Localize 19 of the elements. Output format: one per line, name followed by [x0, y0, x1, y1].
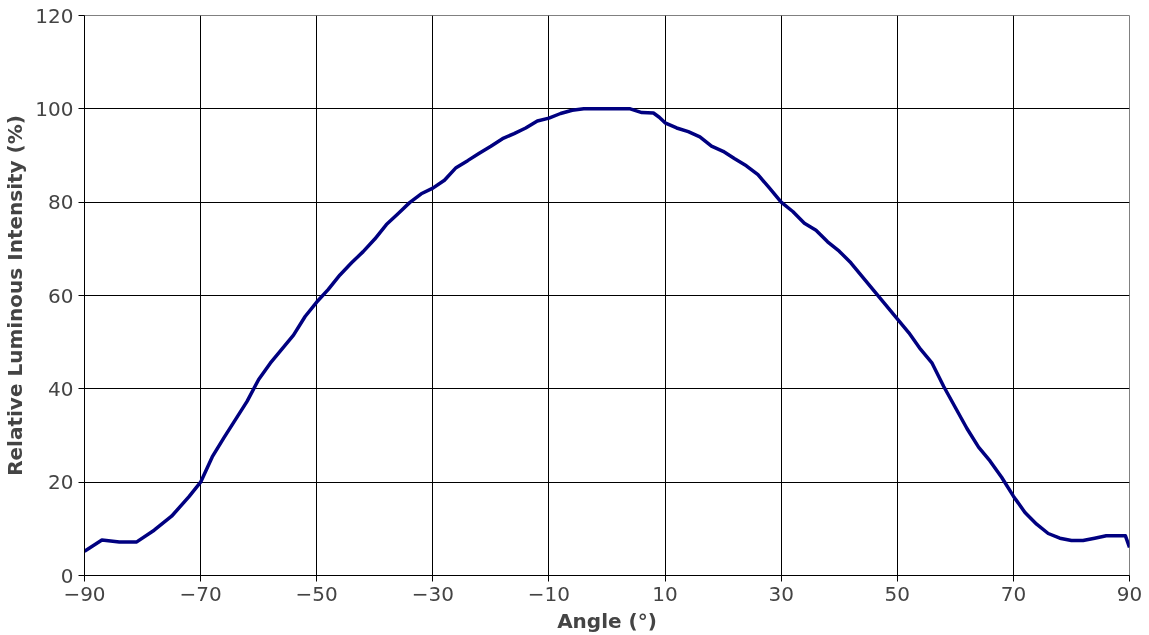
y-tick-label: 60 — [48, 283, 74, 308]
x-tick-label: −30 — [411, 581, 454, 606]
y-tick-label: 0 — [60, 563, 74, 588]
x-tick-label: 50 — [884, 581, 911, 606]
y-tick-label: 20 — [48, 470, 74, 495]
x-tick-label: 30 — [768, 581, 794, 606]
x-tick-label: −70 — [179, 581, 222, 606]
x-tick-label: 70 — [1000, 581, 1027, 606]
x-tick-label: 10 — [652, 581, 678, 606]
x-tick-label: −10 — [527, 581, 571, 606]
x-tick-label: 90 — [1116, 581, 1143, 606]
y-tick-label: 40 — [48, 376, 74, 401]
y-tick-label: 80 — [48, 190, 74, 215]
y-tick-label: 120 — [35, 3, 74, 28]
y-tick-label: 100 — [35, 96, 74, 121]
line-series — [84, 107, 1130, 553]
x-tick-label: −50 — [295, 581, 338, 606]
x-axis-title: Angle (°) — [557, 608, 657, 633]
y-axis-title: Relative Luminous Intensity (%) — [3, 115, 28, 476]
